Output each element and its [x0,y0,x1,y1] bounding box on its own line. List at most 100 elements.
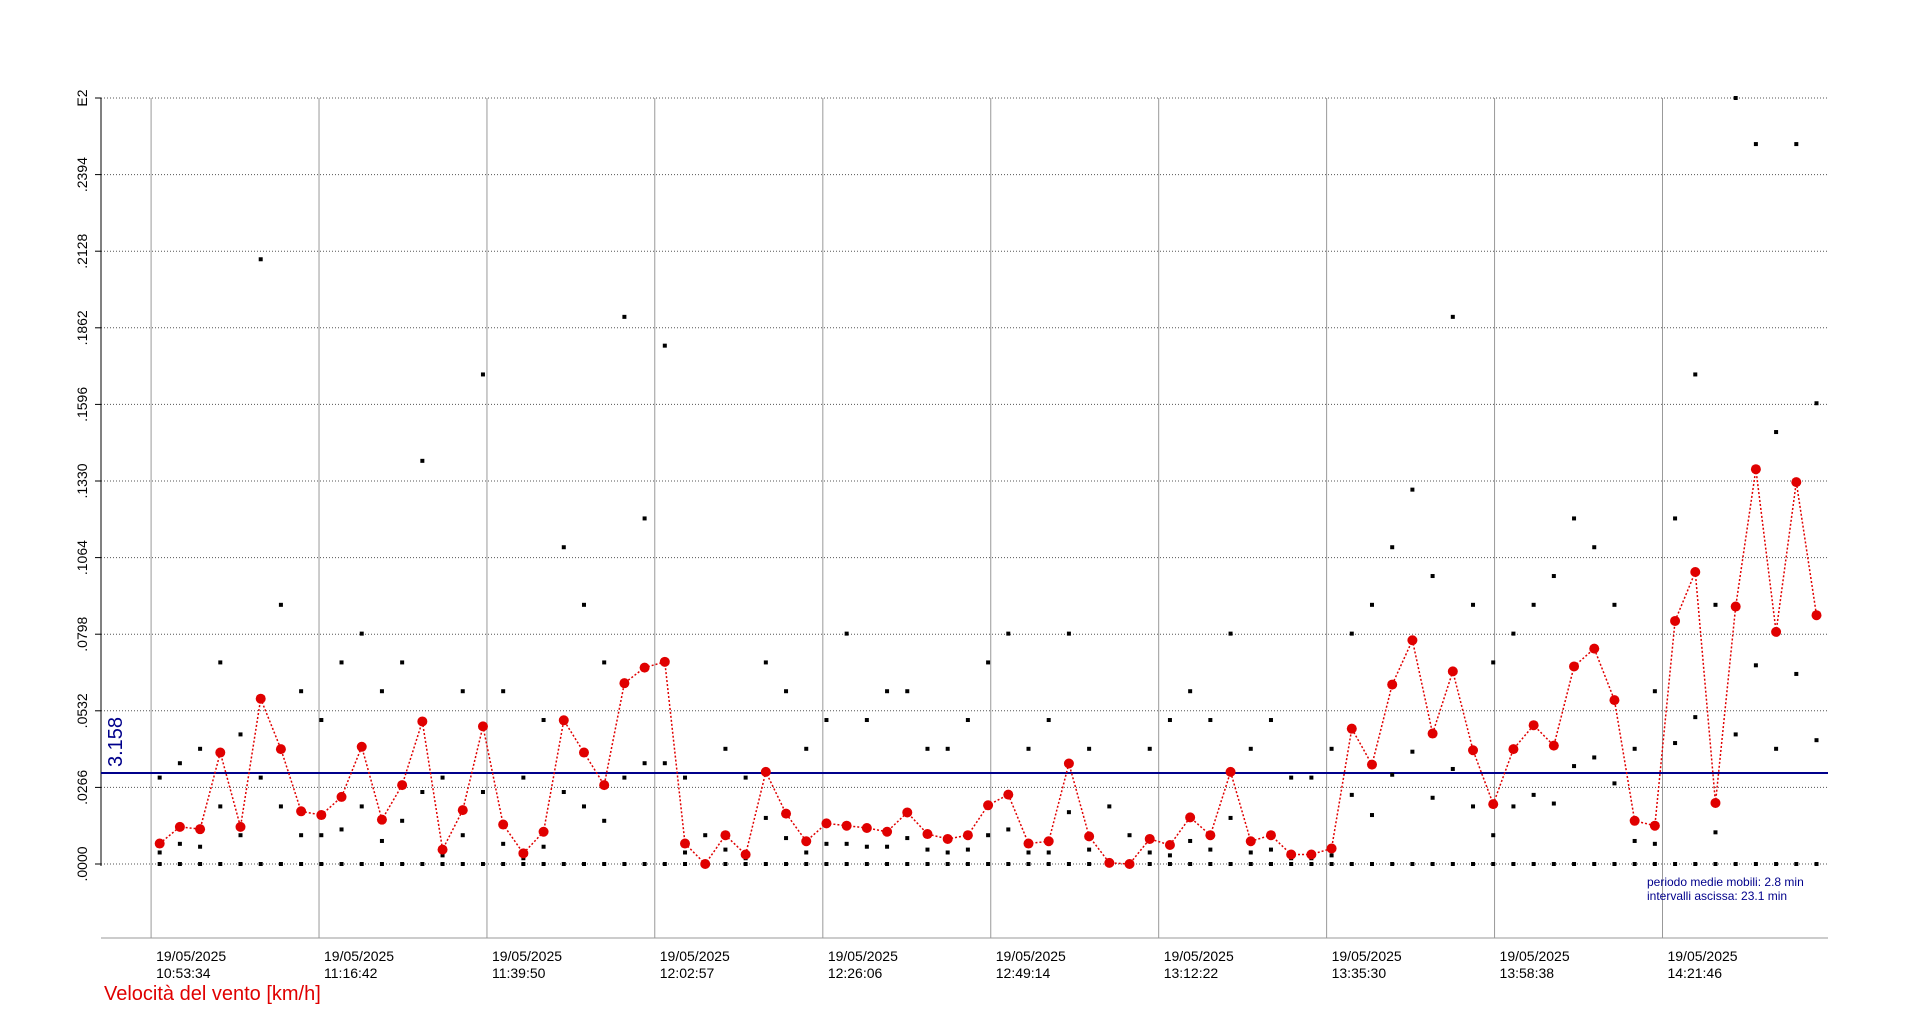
reference-label: 3.158 [105,717,127,767]
moving-average-point [1730,601,1741,612]
moving-average-point [457,805,468,816]
moving-average-point [275,744,286,755]
sample-point [885,844,890,849]
sample-point [1713,862,1718,866]
sample-point [804,850,809,855]
sample-point [1167,718,1172,723]
moving-average-point [437,844,448,855]
sample-point [864,718,869,723]
sample-point [1733,862,1738,866]
sample-point [1087,862,1092,866]
sample-point [1632,746,1637,751]
moving-average-point [1124,859,1135,869]
sample-point [218,804,223,809]
moving-average-point [1346,723,1357,734]
sample-point [1046,718,1051,723]
moving-average-point [1366,759,1377,770]
moving-average-point [296,806,307,817]
sample-point [642,516,647,521]
sample-point [1309,862,1314,866]
x-tick-label: 19/05/2025 [324,948,394,964]
sample-point [420,862,425,866]
sample-point [1289,862,1294,866]
sample-point [1713,830,1718,835]
sample-point [824,862,829,866]
sample-point [1673,741,1678,746]
sample-point [1066,631,1071,636]
moving-average-point [1387,679,1398,690]
sample-point [622,314,627,319]
sample-point [763,862,768,866]
sample-point [602,660,607,665]
moving-average-point [1690,566,1701,577]
moving-average-point [1548,740,1559,751]
sample-point [1248,850,1253,855]
sample-point [1471,804,1476,809]
sample-point [400,862,405,866]
sample-point [1268,862,1273,866]
sample-point [1208,847,1213,852]
sample-point [1693,715,1698,720]
x-tick-label: 19/05/2025 [1164,948,1234,964]
note: intervalli ascissa: 23.1 min [1647,889,1787,903]
sample-point [1390,772,1395,777]
sample-point [1410,487,1415,492]
sample-point [986,660,991,665]
sample-point [683,850,688,855]
y-tick-label: .2128 [74,233,90,268]
sample-point [1673,862,1678,866]
sample-point [1268,847,1273,852]
moving-average-point [1649,820,1660,831]
moving-average-point [922,829,933,840]
moving-average-point [1023,838,1034,849]
sample-point [238,862,243,866]
sample-point [1329,746,1334,751]
sample-point [905,836,910,841]
moving-average-point [1164,839,1175,850]
sample-point [1107,804,1112,809]
sample-point [1572,764,1577,769]
moving-average-point [376,814,387,825]
sample-point [885,862,890,866]
y-tick-label: .2394 [74,157,90,192]
moving-average-point [902,807,913,818]
sample-point [440,775,445,780]
moving-average-point [882,826,893,837]
sample-point [1228,862,1233,866]
sample-point [804,746,809,751]
moving-average-point [740,849,751,860]
sample-point [1309,775,1314,780]
sample-point [1167,853,1172,858]
sample-point [278,862,283,866]
sample-point [763,815,768,820]
sample-point [278,602,283,607]
sample-point [480,372,485,377]
moving-average-point [1286,849,1297,860]
x-tick-label: 12:26:06 [828,965,883,981]
moving-average-point [235,821,246,832]
moving-average-point [639,662,650,673]
sample-point [763,660,768,665]
sample-point [157,862,162,866]
x-tick-label: 19/05/2025 [1500,948,1570,964]
sample-point [1228,631,1233,636]
sample-point [1652,841,1657,846]
sample-point [925,862,930,866]
sample-point [1087,746,1092,751]
sample-point [1592,755,1597,760]
y-tick-label: .1596 [74,387,90,422]
sample-point [1026,862,1031,866]
sample-point [723,862,728,866]
sample-point [1753,862,1758,866]
sample-point [1147,850,1152,855]
sample-point [339,827,344,832]
sample-point [1612,862,1617,866]
sample-point [1814,862,1819,866]
sample-point [541,862,546,866]
sample-point [1006,631,1011,636]
sample-point [1632,862,1637,866]
sample-point [177,761,182,766]
sample-point [1329,862,1334,866]
sample-point [1592,862,1597,866]
